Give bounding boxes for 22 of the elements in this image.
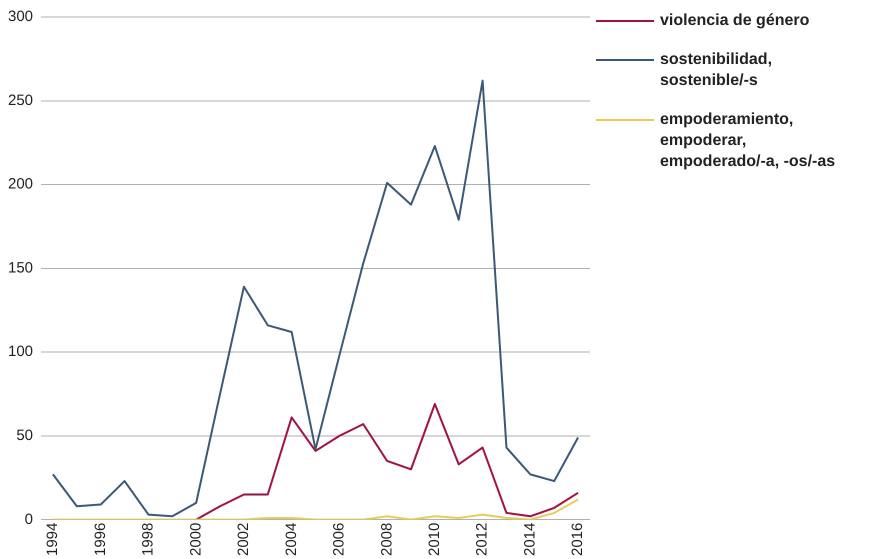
legend-label: sostenibilidad, sostenible/-s xyxy=(660,50,774,91)
x-tick-label: 2012 xyxy=(474,522,491,556)
x-tick-label: 2010 xyxy=(426,522,443,556)
x-tick-label: 2006 xyxy=(330,522,348,556)
y-tick-label: 300 xyxy=(8,8,34,26)
x-tick-label: 2014 xyxy=(521,522,538,556)
y-tick-label: 100 xyxy=(8,343,34,360)
x-tick-label: 2002 xyxy=(235,522,252,556)
y-tick-label: 0 xyxy=(24,510,34,528)
y-tick-label: 150 xyxy=(8,259,34,276)
x-tick-label: 2000 xyxy=(187,522,204,556)
x-tick-label: 2008 xyxy=(378,522,396,556)
y-tick-label: 200 xyxy=(8,176,34,193)
y-tick-label: 50 xyxy=(16,427,34,444)
x-tick-label: 2004 xyxy=(282,522,300,556)
y-tick-label: 250 xyxy=(8,92,34,109)
legend-label: empoderamiento, empoderar, empoderado/-a, -os/-as xyxy=(660,110,836,172)
legend-label: violencia de género xyxy=(660,11,810,31)
x-tick-label: 1996 xyxy=(92,522,109,556)
x-tick-label: 1994 xyxy=(44,522,62,556)
x-tick-label: 2016 xyxy=(569,522,586,556)
x-tick-label: 1998 xyxy=(140,522,157,556)
